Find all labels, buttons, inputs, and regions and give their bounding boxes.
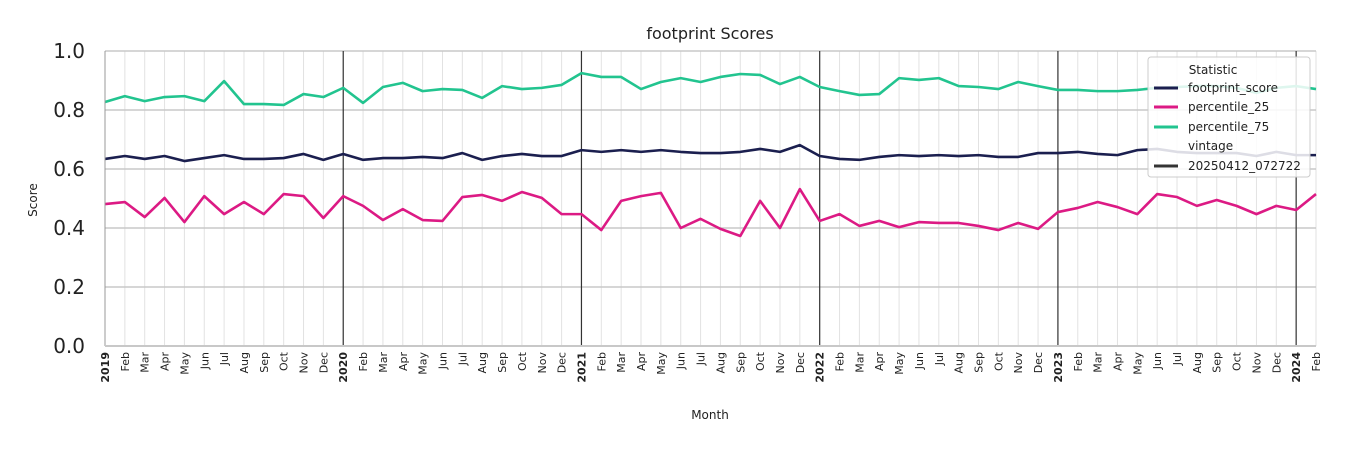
legend-footprint-score: footprint_score [1188,81,1278,95]
x-tick-label: Mar [377,352,390,373]
x-tick-label: Sep [258,352,271,373]
y-tick-label: 1.0 [53,39,85,63]
legend-box [1147,56,1311,178]
x-tick-label: Aug [1191,352,1204,373]
y-tick-label: 0.2 [53,275,85,299]
x-tick-label: Jul [695,352,708,366]
legend-vintage: 20250412_072722 [1188,159,1301,173]
x-tick-label: Feb [1310,352,1323,371]
x-tick-label: Nov [1250,352,1263,374]
x-tick-label: May [893,352,906,375]
x-tick-label: Oct [278,351,291,371]
x-tick-label: Sep [734,352,747,373]
series-lines [104,71,1317,238]
x-tick-label: Jun [913,352,926,370]
x-tick-label: Jun [436,352,449,370]
y-tick-label: 0.4 [53,216,85,240]
x-tick-label: 2024 [1290,352,1303,383]
x-tick-label: Mar [1092,352,1105,373]
x-tick-label: Aug [714,352,727,373]
x-tick-label: Jun [675,352,688,370]
x-tick-label: Sep [1211,352,1224,373]
x-tick-label: Nov [774,352,787,374]
x-tick-label: May [655,352,668,375]
x-tick-label: Jun [198,352,211,370]
x-tick-label: Feb [357,352,370,371]
x-tick-label: May [1131,352,1144,375]
y-axis-label: Score [26,183,40,217]
x-tick-label: Apr [1111,352,1124,372]
x-tick-label: Feb [595,352,608,371]
x-tick-label: Mar [853,352,866,373]
x-tick-label: Aug [953,352,966,373]
x-tick-label: Jul [1171,352,1184,366]
x-tick-label: 2019 [99,352,112,383]
grid [104,50,1317,347]
legend-title: Statistic [1189,63,1238,77]
x-tick-label: Nov [536,352,549,374]
x-tick-label: Feb [834,352,847,371]
x-tick-label: Aug [476,352,489,373]
x-tick-label: Oct [516,351,529,371]
x-tick-label: 2020 [337,352,350,383]
x-axis-label: Month [691,408,729,422]
x-tick-label: Jul [456,352,469,366]
x-tick-label: Apr [873,352,886,372]
x-tick-label: Dec [1032,352,1045,373]
legend-percentile-25: percentile_25 [1188,100,1269,114]
x-tick-label: Oct [1231,351,1244,371]
x-tick-label: Sep [973,352,986,373]
x-tick-label: May [178,352,191,375]
chart-title: footprint Scores [646,24,773,43]
legend-vintage-heading: vintage [1188,139,1233,153]
legend: Statistic footprint_score percentile_25 … [1147,56,1311,178]
x-tick-label: Feb [119,352,132,371]
series-line-percentile_25 [104,187,1317,238]
x-tick-label: Mar [615,352,628,373]
legend-percentile-75: percentile_75 [1188,120,1269,134]
series-line-percentile_75 [104,71,1317,107]
x-tick-label: Nov [1012,352,1025,374]
x-tick-label: May [417,352,430,375]
x-tick-label: Jun [1151,352,1164,370]
x-tick-label: Mar [139,352,152,373]
x-tick-label: Nov [298,352,311,374]
x-tick-label: Jul [218,352,231,366]
y-tick-label: 0.6 [53,157,85,181]
x-tick-label: Dec [556,352,569,373]
x-tick-label: Dec [317,352,330,373]
series-line-footprint_score [104,143,1316,163]
x-tick-label: Dec [794,352,807,373]
x-tick-label: Sep [496,352,509,373]
x-tick-label: Apr [397,352,410,372]
x-tick-label: Jul [933,352,946,366]
x-tick-label: Feb [1072,352,1085,371]
x-tick-label: Apr [159,352,172,372]
x-tick-label: 2023 [1052,352,1065,383]
x-tick-label: Apr [635,352,648,372]
x-tick-label: Aug [238,352,251,373]
y-tick-label: 0.0 [53,334,85,358]
x-tick-label: Oct [754,351,767,371]
x-tick-label: Oct [992,351,1005,371]
y-tick-label: 0.8 [53,98,85,122]
x-tick-label: 2021 [575,352,588,383]
x-tick-label: 2022 [814,352,827,383]
axes: 0.0 0.2 0.4 0.6 0.8 1.0 2019 Feb Mar Apr May Jun Jul… [53,39,1323,383]
x-tick-label: Dec [1270,352,1283,373]
